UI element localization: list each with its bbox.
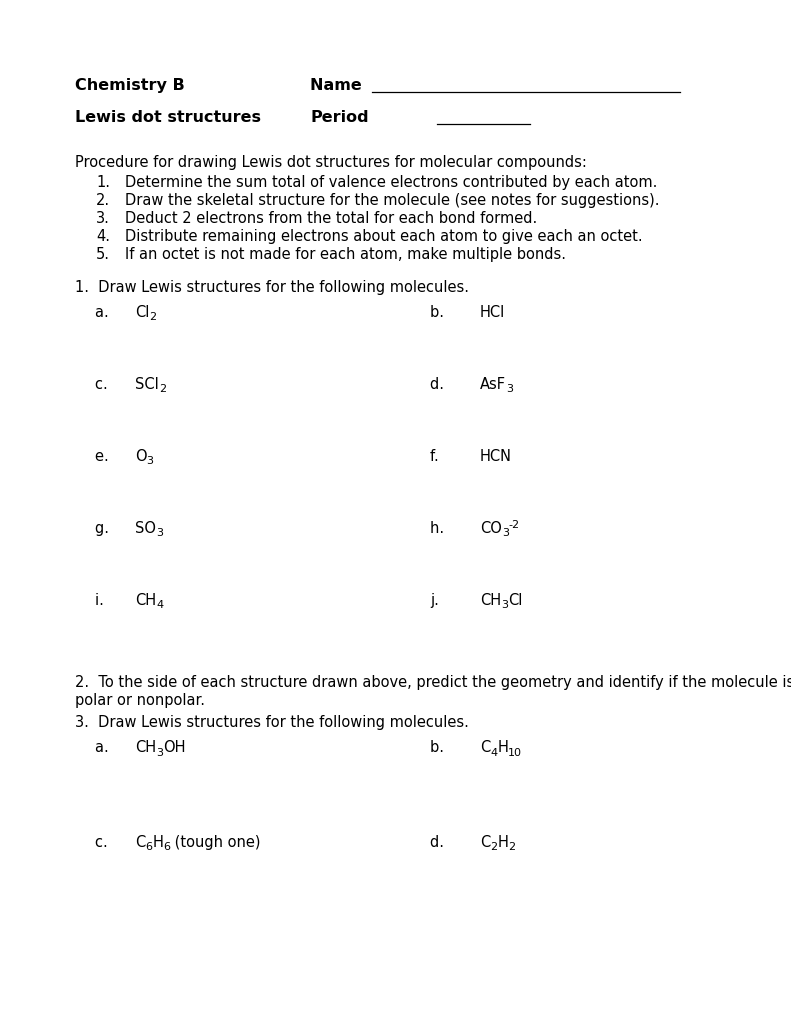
Text: -2: -2 [509, 519, 520, 529]
Text: CH: CH [480, 593, 501, 608]
Text: j.: j. [430, 593, 448, 608]
Text: C: C [480, 835, 490, 850]
Text: e.: e. [95, 449, 118, 464]
Text: AsF: AsF [480, 377, 506, 392]
Text: d.: d. [430, 835, 453, 850]
Text: O: O [135, 449, 146, 464]
Text: Cl: Cl [135, 305, 149, 319]
Text: Chemistry B: Chemistry B [75, 78, 185, 93]
Text: 3.  Draw Lewis structures for the following molecules.: 3. Draw Lewis structures for the followi… [75, 715, 469, 730]
Text: (tough one): (tough one) [170, 835, 260, 850]
Text: h.: h. [430, 521, 453, 536]
Text: CH: CH [135, 593, 156, 608]
Text: polar or nonpolar.: polar or nonpolar. [75, 693, 205, 708]
Text: Distribute remaining electrons about each atom to give each an octet.: Distribute remaining electrons about eac… [125, 229, 642, 244]
Text: If an octet is not made for each atom, make multiple bonds.: If an octet is not made for each atom, m… [125, 247, 566, 262]
Text: 1.: 1. [96, 175, 110, 190]
Text: 6: 6 [146, 843, 152, 853]
Text: 2: 2 [490, 843, 498, 853]
Text: Lewis dot structures: Lewis dot structures [75, 110, 261, 125]
Text: SO: SO [135, 521, 156, 536]
Text: 10: 10 [509, 748, 522, 758]
Text: 2: 2 [149, 312, 157, 323]
Text: 4: 4 [490, 748, 498, 758]
Text: Name: Name [310, 78, 367, 93]
Text: a.: a. [95, 305, 118, 319]
Text: 1.  Draw Lewis structures for the following molecules.: 1. Draw Lewis structures for the followi… [75, 280, 469, 295]
Text: 3: 3 [156, 748, 163, 758]
Text: 3: 3 [146, 457, 153, 467]
Text: H: H [498, 740, 509, 755]
Text: c.: c. [95, 377, 117, 392]
Text: H: H [498, 835, 509, 850]
Text: 3: 3 [156, 528, 163, 539]
Text: 3: 3 [506, 384, 513, 394]
Text: 6: 6 [163, 843, 170, 853]
Text: H: H [152, 835, 163, 850]
Text: CO: CO [480, 521, 501, 536]
Text: Procedure for drawing Lewis dot structures for molecular compounds:: Procedure for drawing Lewis dot structur… [75, 155, 587, 170]
Text: HCl: HCl [480, 305, 505, 319]
Text: 3.: 3. [97, 211, 110, 226]
Text: a.: a. [95, 740, 118, 755]
Text: C: C [480, 740, 490, 755]
Text: Cl: Cl [508, 593, 523, 608]
Text: 3: 3 [501, 600, 508, 610]
Text: f.: f. [430, 449, 448, 464]
Text: OH: OH [163, 740, 186, 755]
Text: 5.: 5. [96, 247, 110, 262]
Text: d.: d. [430, 377, 453, 392]
Text: i.: i. [95, 593, 113, 608]
Text: b.: b. [430, 740, 453, 755]
Text: 4: 4 [156, 600, 163, 610]
Text: g.: g. [95, 521, 118, 536]
Text: Deduct 2 electrons from the total for each bond formed.: Deduct 2 electrons from the total for ea… [125, 211, 537, 226]
Text: Period: Period [310, 110, 369, 125]
Text: c.: c. [95, 835, 117, 850]
Text: 2.  To the side of each structure drawn above, predict the geometry and identify: 2. To the side of each structure drawn a… [75, 675, 791, 690]
Text: Draw the skeletal structure for the molecule (see notes for suggestions).: Draw the skeletal structure for the mole… [125, 193, 660, 208]
Text: b.: b. [430, 305, 453, 319]
Text: Determine the sum total of valence electrons contributed by each atom.: Determine the sum total of valence elect… [125, 175, 657, 190]
Text: HCN: HCN [480, 449, 512, 464]
Text: 2: 2 [159, 384, 166, 394]
Text: 3: 3 [501, 528, 509, 539]
Text: C: C [135, 835, 146, 850]
Text: 2: 2 [509, 843, 516, 853]
Text: 4.: 4. [96, 229, 110, 244]
Text: CH: CH [135, 740, 156, 755]
Text: SCl: SCl [135, 377, 159, 392]
Text: 2.: 2. [96, 193, 110, 208]
